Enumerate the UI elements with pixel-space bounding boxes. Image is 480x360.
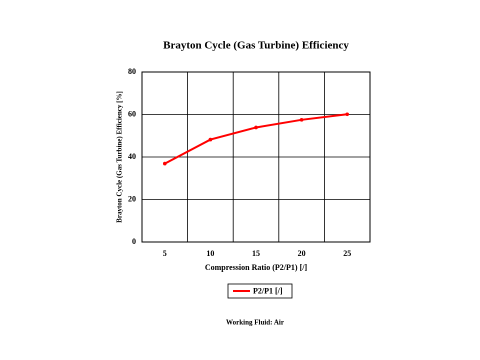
x-tick-label: 20 — [298, 249, 306, 258]
y-tick-label: 0 — [132, 237, 136, 246]
footnote: Working Fluid: Air — [226, 319, 284, 327]
data-point — [299, 118, 304, 122]
x-tick-label: 15 — [252, 249, 260, 258]
data-point — [163, 161, 167, 166]
y-tick-label: 20 — [128, 194, 136, 203]
y-tick-label: 60 — [128, 109, 136, 118]
data-point — [254, 125, 258, 130]
data-point — [208, 137, 213, 142]
data-point — [345, 112, 350, 117]
x-tick-label: 10 — [206, 249, 214, 258]
x-axis-label: Compression Ratio (P2/P1) [/] — [205, 263, 308, 272]
legend-label: P2/P1 [/] — [253, 286, 283, 295]
chart-title: Brayton Cycle (Gas Turbine) Efficiency — [163, 40, 349, 52]
y-axis-label: Brayton Cycle (Gas Turbine) Efficiency [… — [116, 91, 124, 223]
x-tick-label: 5 — [163, 249, 167, 258]
x-tick-label: 25 — [343, 249, 351, 258]
legend-box — [227, 283, 293, 299]
y-tick-label: 80 — [128, 67, 136, 76]
y-tick-label: 40 — [128, 152, 136, 161]
line-series — [164, 113, 348, 165]
